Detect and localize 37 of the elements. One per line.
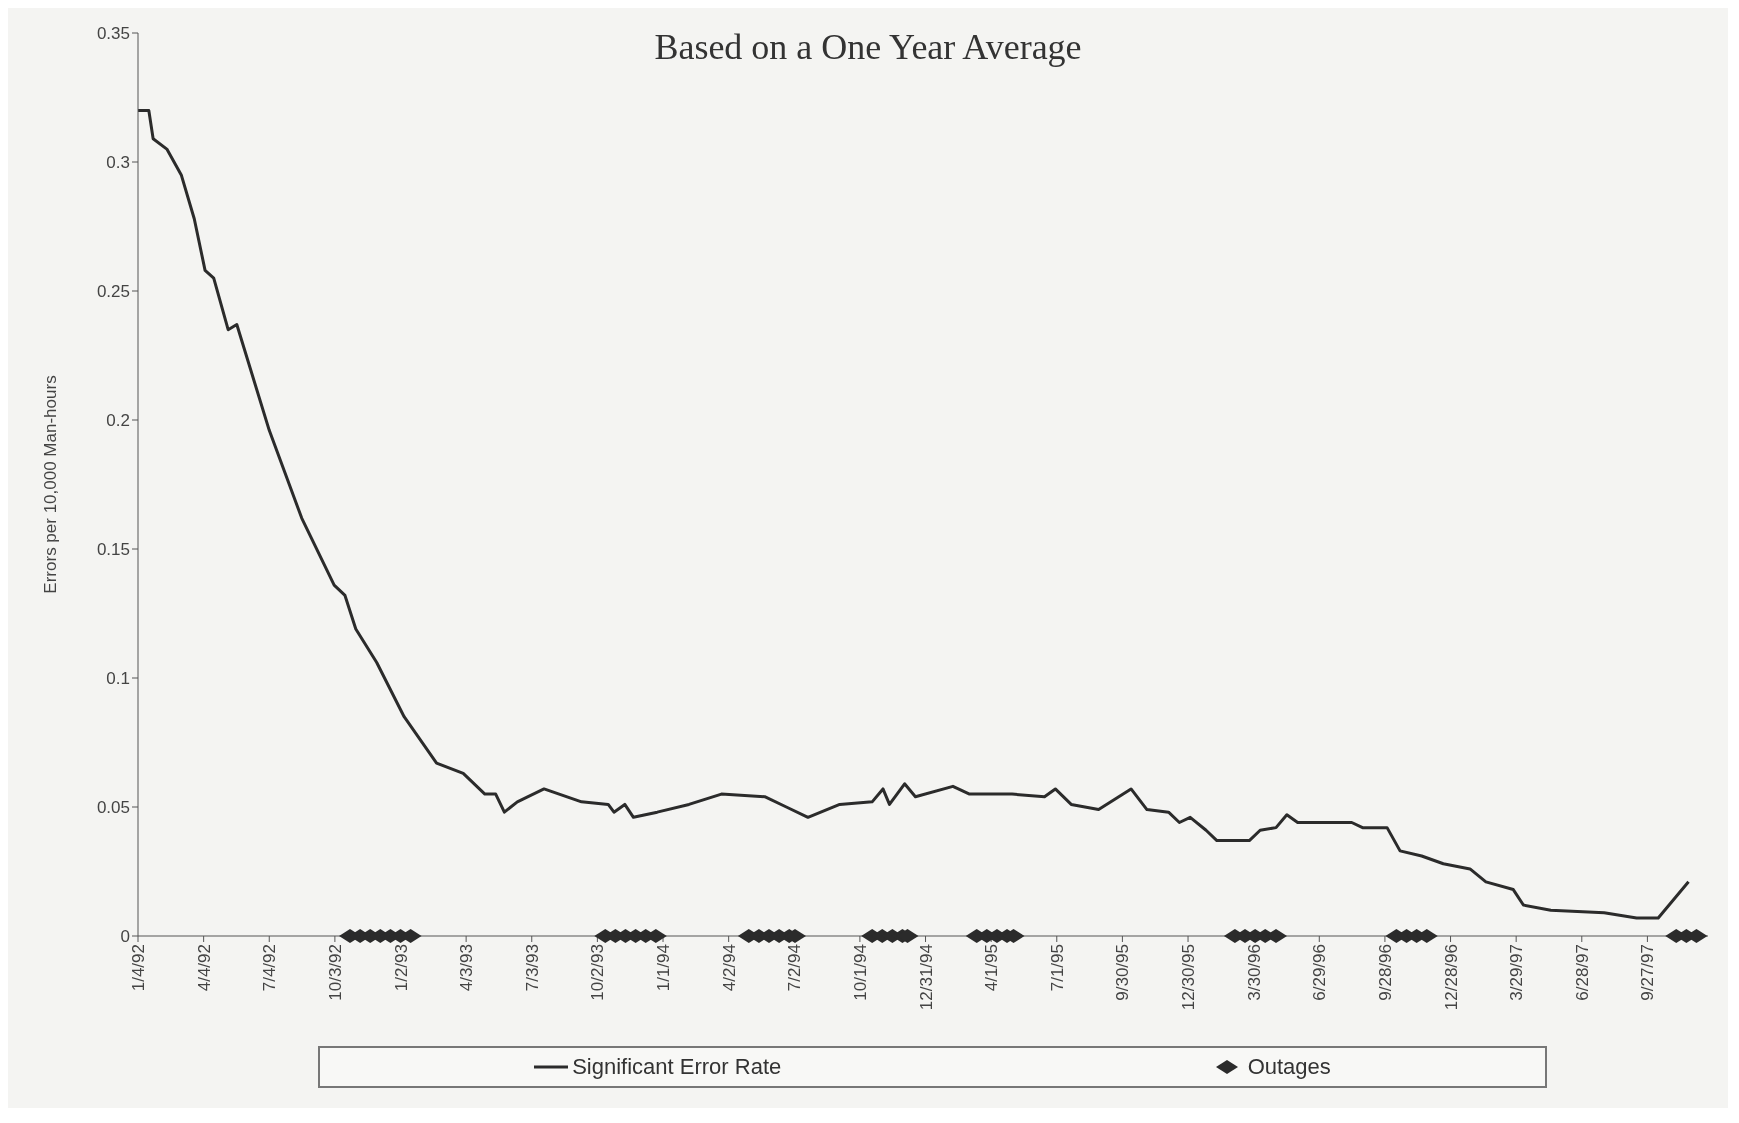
- x-tick-label: 9/27/97: [1638, 944, 1658, 1001]
- y-axis-title: Errors per 10,000 Man-hours: [41, 375, 60, 594]
- y-tick-label: 0.2: [106, 411, 130, 431]
- x-tick-label: 7/4/92: [260, 944, 280, 992]
- x-tick-label: 4/3/93: [457, 944, 477, 992]
- chart-subtitle: Based on a One Year Average: [654, 27, 1082, 67]
- y-tick-label: 0.15: [96, 540, 130, 560]
- x-tick-label: 4/2/94: [719, 944, 739, 992]
- line-series: [138, 108, 1691, 920]
- x-tick-label: 9/30/95: [1113, 944, 1133, 1001]
- x-tick-label: 1/4/92: [129, 944, 149, 992]
- x-tick-label: 7/1/95: [1047, 944, 1067, 992]
- x-tick-label: 10/3/92: [325, 944, 345, 1001]
- x-tick-label: 12/30/95: [1179, 944, 1199, 1011]
- y-tick-label: 0.35: [96, 24, 130, 44]
- x-tick-label: 6/29/96: [1310, 944, 1330, 1001]
- y-tick-label: 0: [120, 927, 130, 947]
- x-tick-label: 3/29/97: [1507, 944, 1527, 1001]
- x-tick-label: 10/1/94: [850, 944, 870, 1001]
- x-tick-label: 4/1/95: [982, 944, 1002, 992]
- x-tick-label: 6/28/97: [1572, 944, 1592, 1001]
- y-tick-label: 0.1: [106, 669, 130, 689]
- x-tick-label: 1/1/94: [654, 944, 674, 992]
- legend-label: Outages: [1247, 1054, 1331, 1080]
- x-tick-label: 7/3/93: [522, 944, 542, 992]
- y-tick-label: 0.25: [96, 282, 130, 302]
- x-tick-label: 3/30/96: [1244, 944, 1264, 1001]
- x-tick-label: 10/2/93: [588, 944, 608, 1001]
- x-tick-label: 12/31/94: [916, 944, 936, 1011]
- x-tick-label: 4/4/92: [194, 944, 214, 992]
- x-tick-label: 7/2/94: [785, 944, 805, 992]
- x-tick-label: 1/2/93: [391, 944, 411, 992]
- x-tick-label: 12/28/96: [1441, 944, 1461, 1011]
- y-tick-label: 0.3: [106, 153, 130, 173]
- legend-label: Significant Error Rate: [572, 1054, 782, 1080]
- y-tick-label: 0.05: [96, 798, 130, 818]
- x-tick-label: 9/28/96: [1375, 944, 1395, 1001]
